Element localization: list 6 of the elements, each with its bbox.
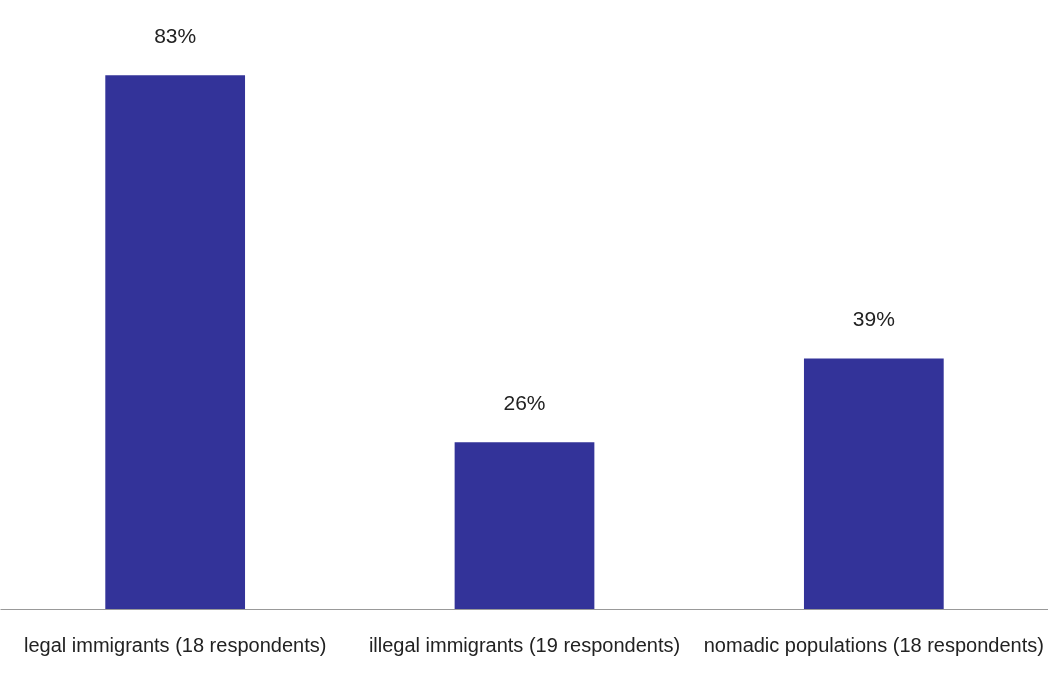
x-tick-label: nomadic populations (18 respondents) xyxy=(703,633,1044,656)
x-tick-label: illegal immigrants (19 respondents) xyxy=(368,633,681,656)
data-label: 39% xyxy=(852,307,895,331)
x-tick-label: legal immigrants (18 respondents) xyxy=(23,633,327,656)
data-label: 83% xyxy=(154,24,197,48)
data-label: 26% xyxy=(503,391,546,415)
